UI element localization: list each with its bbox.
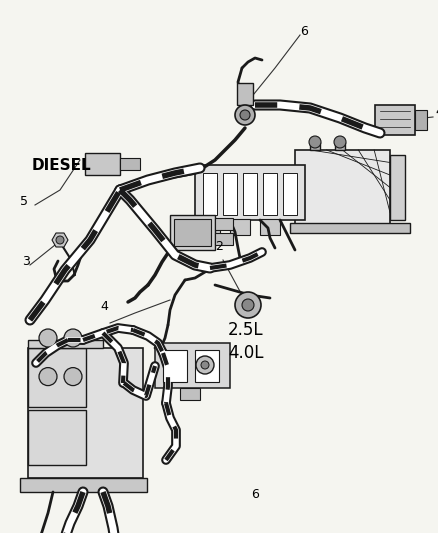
Circle shape xyxy=(334,136,346,148)
Bar xyxy=(20,478,147,492)
Bar xyxy=(85,153,120,175)
Bar xyxy=(390,155,405,220)
Bar xyxy=(28,348,143,478)
Circle shape xyxy=(242,299,254,311)
Circle shape xyxy=(64,368,82,385)
Bar xyxy=(28,348,85,407)
Text: 4.0L: 4.0L xyxy=(228,344,264,362)
Text: 2: 2 xyxy=(215,240,223,253)
Text: 6: 6 xyxy=(300,25,308,38)
Circle shape xyxy=(240,110,250,120)
Bar xyxy=(170,215,215,250)
Text: 6: 6 xyxy=(251,488,259,502)
Text: 3: 3 xyxy=(22,255,30,268)
Bar xyxy=(415,110,427,130)
Bar xyxy=(335,142,345,150)
Bar xyxy=(120,158,140,170)
Circle shape xyxy=(309,136,321,148)
Bar xyxy=(155,343,230,388)
Bar xyxy=(195,350,219,382)
Circle shape xyxy=(201,361,209,369)
Text: 5: 5 xyxy=(20,195,28,208)
Bar xyxy=(283,173,297,215)
Bar xyxy=(203,173,217,215)
Text: 2.5L: 2.5L xyxy=(228,321,264,339)
Bar xyxy=(215,218,233,230)
Circle shape xyxy=(56,236,64,244)
Bar xyxy=(174,219,211,246)
Bar xyxy=(223,173,237,215)
Bar xyxy=(310,142,320,150)
Bar xyxy=(28,340,103,348)
Bar xyxy=(295,150,390,225)
Circle shape xyxy=(39,368,57,385)
Text: 4: 4 xyxy=(435,105,438,118)
Bar xyxy=(180,388,200,400)
Bar xyxy=(263,173,277,215)
Bar xyxy=(375,105,415,135)
Bar xyxy=(260,219,280,235)
Circle shape xyxy=(235,292,261,318)
Circle shape xyxy=(196,356,214,374)
Text: 4: 4 xyxy=(100,300,108,313)
Circle shape xyxy=(39,329,57,347)
Bar xyxy=(28,410,85,465)
Bar xyxy=(200,219,220,235)
Bar xyxy=(163,350,187,382)
Bar xyxy=(243,173,257,215)
Bar xyxy=(237,83,253,105)
Circle shape xyxy=(235,105,255,125)
Circle shape xyxy=(64,329,82,347)
Text: DIESEL: DIESEL xyxy=(32,158,92,173)
Bar xyxy=(230,219,250,235)
Bar xyxy=(215,233,233,245)
Bar xyxy=(290,223,410,233)
Polygon shape xyxy=(52,233,68,247)
Bar xyxy=(195,165,305,220)
